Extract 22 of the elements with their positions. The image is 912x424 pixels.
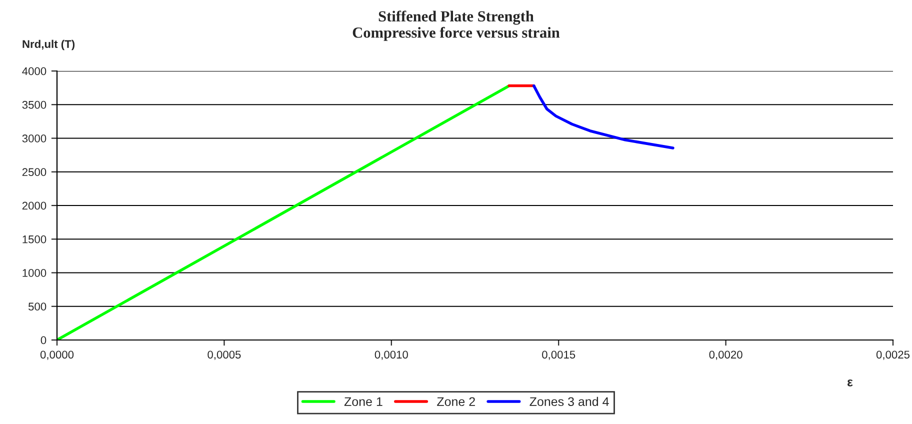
x-tick-label: 0,0000 bbox=[40, 350, 74, 360]
y-tick-label: 1000 bbox=[22, 269, 46, 277]
y-tick-label: 1500 bbox=[22, 235, 46, 244]
x-tick-label: 0,0020 bbox=[709, 350, 742, 360]
y-tick-label: 3500 bbox=[22, 100, 46, 109]
x-axis-title: ε bbox=[848, 380, 853, 386]
legend-label: Zone 2 bbox=[437, 397, 475, 406]
line-series bbox=[532, 84, 674, 150]
y-tick-label: 2500 bbox=[22, 168, 46, 176]
x-tick-label: 0,0005 bbox=[208, 350, 241, 360]
legend-label: Zones 3 and 4 bbox=[530, 396, 609, 406]
x-tick-label: 0,0015 bbox=[542, 350, 576, 360]
x-tick-label: 0,0010 bbox=[374, 350, 408, 360]
x-tick-label: 0,0025 bbox=[876, 350, 910, 360]
y-tick-label: 3000 bbox=[22, 134, 46, 142]
y-tick-label: 500 bbox=[28, 302, 46, 311]
y-axis-title: Nrd,ult (T) bbox=[22, 40, 75, 50]
y-tick-label: 2000 bbox=[22, 202, 46, 210]
legend-label: Zone 1 bbox=[344, 397, 382, 406]
y-tick-label: 4000 bbox=[22, 67, 46, 76]
chart-title: Stiffened Plate Strength Compressive force versus strain bbox=[352, 10, 560, 41]
y-tick-label: 0 bbox=[40, 336, 46, 344]
